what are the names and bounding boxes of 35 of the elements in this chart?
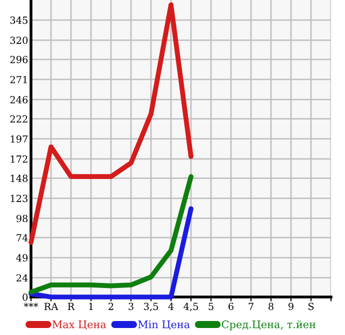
x-tick-label: 4,5 — [184, 302, 198, 312]
y-tick-label: 296 — [10, 56, 28, 64]
x-tick-label: R — [68, 302, 75, 310]
y-tick-label: 74 — [16, 234, 28, 242]
x-tick-label: 1 — [89, 302, 93, 310]
y-tick-label: 222 — [10, 115, 28, 122]
legend-label: Сред.Цена, т.йен — [222, 320, 316, 330]
y-tick-label: 98 — [16, 214, 28, 222]
y-tick-label: 49 — [16, 254, 28, 262]
x-tick-label: 3 — [128, 302, 134, 310]
x-tick-label: 2 — [108, 302, 114, 310]
x-tick-label: 8 — [268, 302, 274, 310]
y-tick-label: 148 — [10, 174, 28, 182]
y-tick-label: 172 — [10, 155, 28, 163]
y-tick-label: 0 — [22, 293, 28, 301]
line-series — [28, 2, 194, 245]
x-tick-label: 5 — [208, 302, 214, 310]
x-tick-label: 7 — [248, 302, 254, 310]
y-tick-label: 197 — [10, 135, 28, 143]
y-tick-label: 246 — [10, 96, 28, 104]
y-tick-label: 123 — [10, 194, 28, 202]
x-tick-label: RA — [44, 302, 58, 310]
x-tick-label: *** — [24, 302, 38, 308]
y-tick-label: 24 — [16, 274, 28, 282]
legend-label: Min Цена — [138, 320, 190, 330]
legend-label: Max Цена — [52, 320, 106, 330]
x-tick-label: S — [308, 302, 314, 310]
y-tick-label: 271 — [10, 76, 27, 84]
y-tick-label: 320 — [10, 36, 28, 44]
x-tick-label: 4 — [168, 302, 174, 310]
x-tick-label: 9 — [288, 302, 294, 310]
x-tick-label: 6 — [228, 302, 234, 310]
x-tick-label: 3,5 — [144, 302, 158, 312]
line-series — [28, 174, 194, 295]
y-tick-label: 345 — [10, 16, 28, 24]
